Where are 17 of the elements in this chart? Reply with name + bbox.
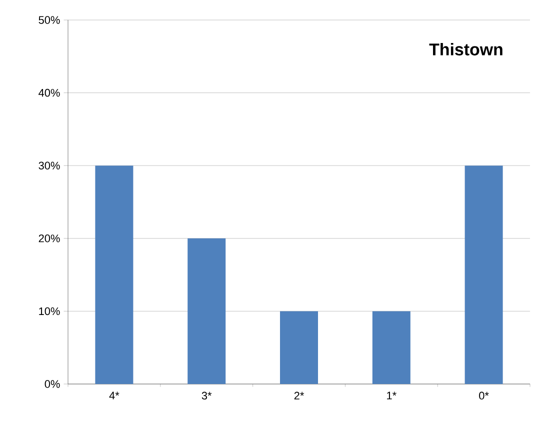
x-tick-label: 4* <box>109 392 120 400</box>
x-tick-label: 0* <box>479 392 489 400</box>
bar <box>372 311 410 384</box>
y-tick-label: 10% <box>39 307 60 316</box>
bar <box>95 166 134 384</box>
bar <box>188 238 226 384</box>
bar <box>280 311 318 384</box>
x-tick-label: 3* <box>202 392 212 400</box>
x-tick-label: 1* <box>387 392 396 400</box>
x-tick-label: 2* <box>294 392 304 400</box>
y-tick-label: 0% <box>44 380 60 388</box>
y-tick-label: 40% <box>38 88 60 97</box>
bar <box>464 166 503 384</box>
text: Thistown <box>429 43 502 56</box>
y-tick-label: 50% <box>38 16 60 24</box>
y-tick-label: 30% <box>38 162 60 170</box>
y-tick-label: 20% <box>38 234 60 242</box>
